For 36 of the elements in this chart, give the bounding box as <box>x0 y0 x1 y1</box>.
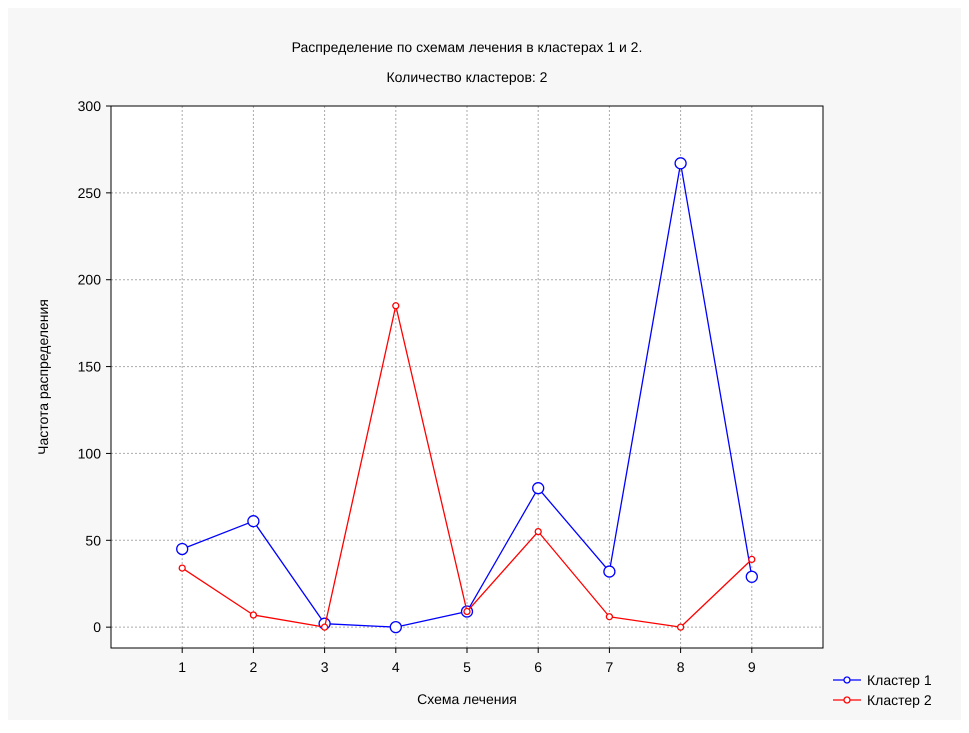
x-tick-label: 4 <box>392 659 400 675</box>
y-tick-label: 0 <box>93 619 102 636</box>
x-tick-label: 1 <box>178 659 186 675</box>
legend-label: Кластер 1 <box>867 672 932 688</box>
point <box>178 564 186 572</box>
x-tick-label: 3 <box>320 659 329 675</box>
point <box>392 302 400 310</box>
chart-subtitle: Количество кластеров: 2 <box>386 69 548 85</box>
point <box>603 565 616 578</box>
y-axis-title: Частота распределения <box>35 299 51 455</box>
x-tick-label: 2 <box>250 659 258 675</box>
point <box>606 613 614 620</box>
y-tick-label: 50 <box>85 532 102 548</box>
point <box>390 621 402 634</box>
point <box>250 611 258 619</box>
y-tick-label: 100 <box>78 445 102 462</box>
point <box>674 157 687 170</box>
x-tick-label: 5 <box>463 659 472 675</box>
point <box>676 624 684 631</box>
x-tick-label: 8 <box>676 659 685 675</box>
y-tick-label: 300 <box>78 98 102 114</box>
point <box>748 556 756 564</box>
point <box>176 542 188 556</box>
point <box>532 482 544 494</box>
y-tick-label: 200 <box>78 272 102 288</box>
legend-label: Кластер 2 <box>867 692 932 708</box>
y-tick-label: 150 <box>78 358 102 375</box>
x-tick-label: 9 <box>748 659 756 675</box>
x-tick-label: 7 <box>606 659 614 675</box>
point <box>746 570 758 583</box>
chart-title: Распределение по схемам лечения в кластерах 1 и 2. <box>292 39 642 55</box>
point <box>534 528 542 536</box>
x-tick-label: 6 <box>534 659 542 675</box>
x-axis-title: Схема лечения <box>417 691 517 707</box>
y-tick-label: 250 <box>78 184 102 201</box>
point <box>247 515 260 528</box>
